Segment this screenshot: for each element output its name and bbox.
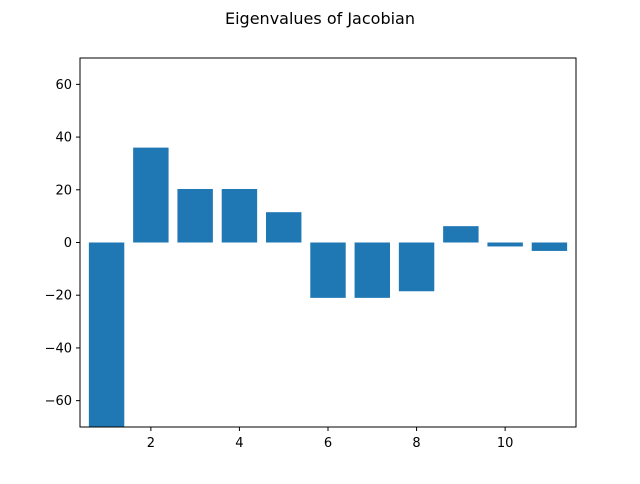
y-axis: 60 40 20 0 −20 −40 −60	[45, 78, 80, 409]
bar-6	[310, 242, 346, 298]
bar-9	[443, 226, 479, 243]
x-tick-label: 10	[497, 436, 514, 451]
y-tick-label: −40	[45, 341, 72, 356]
bars-layer	[88, 147, 568, 427]
bar-7	[354, 242, 390, 298]
x-tick-label: 4	[235, 436, 243, 451]
bar-8	[398, 242, 435, 292]
y-tick-label: 40	[55, 131, 72, 146]
bar-10	[487, 242, 523, 247]
bar-4	[221, 188, 258, 243]
x-tick-label: 8	[412, 436, 420, 451]
y-tick-label: 60	[55, 78, 72, 93]
x-tick-label: 2	[147, 436, 155, 451]
y-tick-label: 0	[64, 236, 72, 251]
y-tick-label: 20	[55, 183, 72, 198]
x-tick-label: 6	[324, 436, 332, 451]
y-tick-label: −60	[45, 394, 72, 409]
bar-1	[88, 242, 125, 427]
x-axis: 2 4 6 8 10	[147, 427, 514, 451]
y-tick-label: −20	[45, 289, 72, 304]
bar-11	[531, 242, 568, 251]
bar-5	[266, 212, 302, 243]
bar-2	[133, 147, 169, 243]
bar-3	[177, 188, 213, 243]
chart-title: Eigenvalues of Jacobian	[225, 9, 415, 28]
